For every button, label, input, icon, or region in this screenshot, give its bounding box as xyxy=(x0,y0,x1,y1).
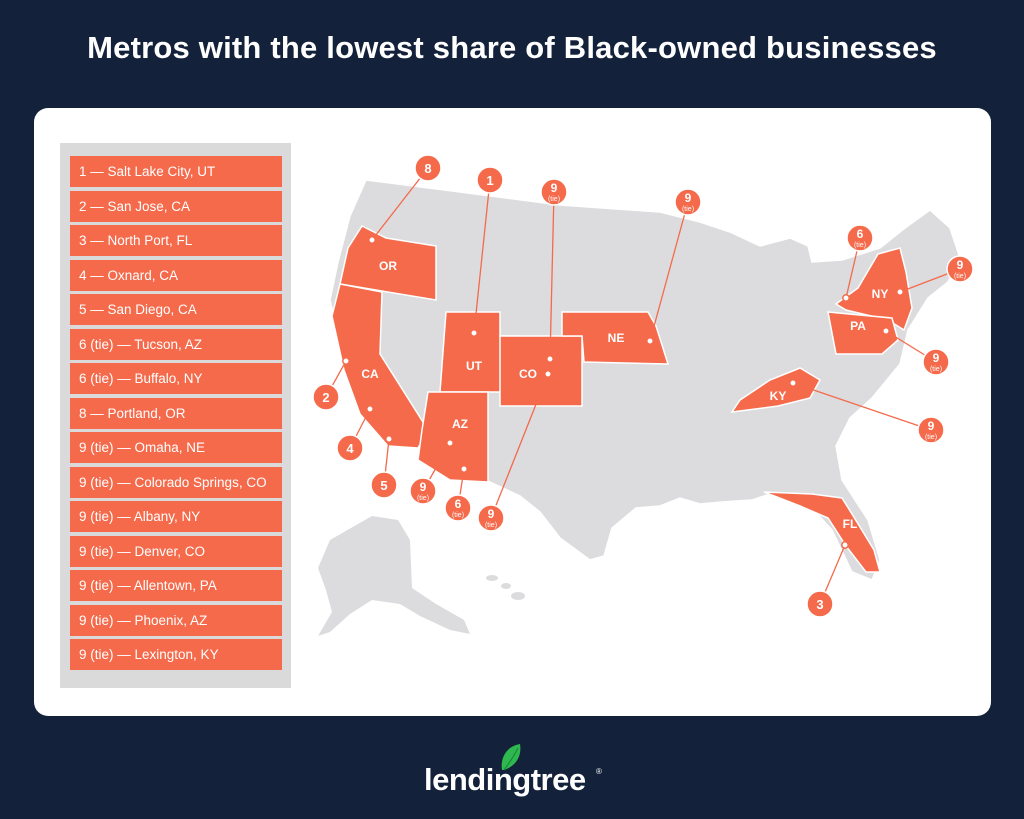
state-pennsylvania xyxy=(827,311,899,355)
svg-text:9: 9 xyxy=(933,351,940,365)
hawaii-shape xyxy=(486,575,525,600)
city-dot-salt-lake-city xyxy=(470,329,478,337)
svg-text:9: 9 xyxy=(685,191,692,205)
page-title: Metros with the lowest share of Black-ow… xyxy=(87,30,937,65)
svg-text:(tie): (tie) xyxy=(954,273,966,280)
rank-marker-allentown: 9 (tie) xyxy=(922,348,950,376)
registered-mark: ® xyxy=(596,767,602,776)
ranking-item: 5 — San Diego, CA xyxy=(70,294,282,325)
rank-marker-san-jose: 2 xyxy=(312,383,340,411)
rank-marker-oxnard: 4 xyxy=(336,434,364,462)
rank-marker-north-port: 3 xyxy=(806,590,834,618)
state-label-ca: CA xyxy=(361,367,379,381)
ranking-item: 9 (tie) — Denver, CO xyxy=(70,536,282,567)
state-oregon xyxy=(339,225,437,301)
city-dot-tucson xyxy=(460,465,468,473)
ranking-item: 9 (tie) — Allentown, PA xyxy=(70,570,282,601)
ranking-item: 9 (tie) — Lexington, KY xyxy=(70,639,282,670)
ranking-item: 3 — North Port, FL xyxy=(70,225,282,256)
state-label-pa: PA xyxy=(850,319,866,333)
rank-marker-buffalo: 6 (tie) xyxy=(846,224,874,252)
city-dot-albany xyxy=(896,288,904,296)
svg-text:9: 9 xyxy=(551,181,558,195)
lendingtree-logo-text: lendingtree xyxy=(424,762,586,797)
ranking-item: 9 (tie) — Omaha, NE xyxy=(70,432,282,463)
city-dot-north-port xyxy=(841,541,849,549)
rank-marker-salt-lake-city: 1 xyxy=(476,166,504,194)
ranking-item: 6 (tie) — Tucson, AZ xyxy=(70,329,282,360)
state-kentucky xyxy=(730,367,822,413)
rank-marker-albany: 9 (tie) xyxy=(946,255,974,283)
svg-text:(tie): (tie) xyxy=(485,522,497,529)
ranking-item: 9 (tie) — Albany, NY xyxy=(70,501,282,532)
city-dot-san-jose xyxy=(342,357,350,365)
svg-text:1: 1 xyxy=(486,173,493,188)
svg-text:(tie): (tie) xyxy=(854,242,866,249)
alaska-shape xyxy=(318,516,470,636)
ranking-item: 4 — Oxnard, CA xyxy=(70,260,282,291)
svg-text:(tie): (tie) xyxy=(925,434,937,441)
svg-text:9: 9 xyxy=(420,480,427,494)
rank-marker-lexington: 9 (tie) xyxy=(917,416,945,444)
svg-text:9: 9 xyxy=(488,507,495,521)
state-arizona xyxy=(417,391,489,483)
state-florida xyxy=(763,491,881,573)
city-dot-san-diego xyxy=(385,435,393,443)
svg-text:(tie): (tie) xyxy=(452,512,464,519)
state-label-fl: FL xyxy=(843,517,858,531)
city-dot-denver xyxy=(546,355,554,363)
svg-text:2: 2 xyxy=(322,390,329,405)
city-dot-allentown xyxy=(882,327,890,335)
city-dot-oxnard xyxy=(366,405,374,413)
ranking-item: 9 (tie) — Phoenix, AZ xyxy=(70,605,282,636)
rank-marker-colorado-springs: 9 (tie) xyxy=(477,504,505,532)
svg-text:3: 3 xyxy=(816,597,823,612)
ranking-item: 1 — Salt Lake City, UT xyxy=(70,156,282,187)
state-label-ny: NY xyxy=(872,287,889,301)
state-label-co: CO xyxy=(519,367,537,381)
svg-text:5: 5 xyxy=(380,478,387,493)
ranking-item: 6 (tie) — Buffalo, NY xyxy=(70,363,282,394)
svg-text:4: 4 xyxy=(346,441,354,456)
svg-text:8: 8 xyxy=(424,161,431,176)
state-nebraska xyxy=(561,311,670,365)
svg-text:(tie): (tie) xyxy=(548,196,560,203)
rank-marker-omaha: 9 (tie) xyxy=(674,188,702,216)
city-dot-buffalo xyxy=(842,294,850,302)
svg-text:6: 6 xyxy=(455,497,462,511)
svg-text:(tie): (tie) xyxy=(682,206,694,213)
lendingtree-leaf-icon xyxy=(501,744,521,771)
svg-text:9: 9 xyxy=(957,258,964,272)
rank-marker-denver: 9 (tie) xyxy=(540,178,568,206)
city-dot-portland xyxy=(368,236,376,244)
rank-marker-phoenix: 9 (tie) xyxy=(409,477,437,505)
city-dot-omaha xyxy=(646,337,654,345)
state-colorado xyxy=(499,335,583,407)
svg-text:9: 9 xyxy=(928,419,935,433)
ranking-item: 9 (tie) — Colorado Springs, CO xyxy=(70,467,282,498)
state-california xyxy=(331,283,429,449)
svg-text:(tie): (tie) xyxy=(417,495,429,502)
rank-marker-san-diego: 5 xyxy=(370,471,398,499)
rank-marker-portland: 8 xyxy=(414,154,442,182)
city-dot-colorado-springs xyxy=(544,370,552,378)
ranking-item: 8 — Portland, OR xyxy=(70,398,282,429)
state-label-or: OR xyxy=(379,259,397,273)
city-dot-phoenix xyxy=(446,439,454,447)
state-label-ne: NE xyxy=(608,331,625,345)
rank-marker-tucson: 6 (tie) xyxy=(444,494,472,522)
ranking-item: 2 — San Jose, CA xyxy=(70,191,282,222)
state-label-az: AZ xyxy=(452,417,468,431)
svg-text:6: 6 xyxy=(857,227,864,241)
state-label-ut: UT xyxy=(466,359,483,373)
svg-text:(tie): (tie) xyxy=(930,366,942,373)
state-label-ky: KY xyxy=(770,389,787,403)
city-dot-lexington xyxy=(789,379,797,387)
